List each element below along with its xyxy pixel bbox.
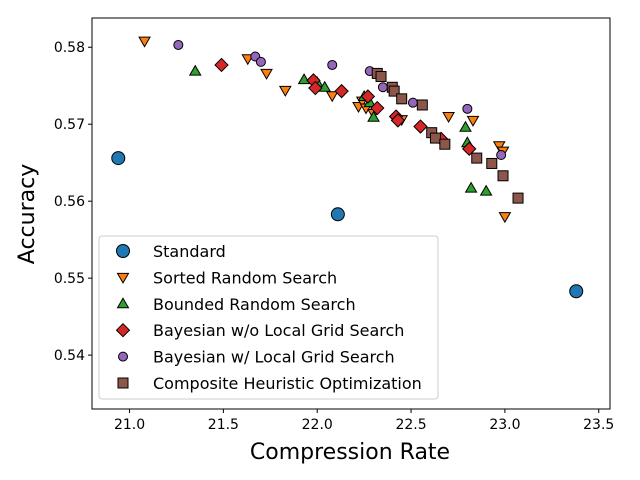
legend-marker-bounded-random-search xyxy=(116,297,130,309)
y-tick-label: 0.54 xyxy=(54,348,85,364)
standard-point xyxy=(569,284,584,299)
bayesian-w-o-local-grid-search-point xyxy=(214,57,229,73)
x-tick-label: 21.5 xyxy=(208,417,239,433)
x-tick-label: 21.0 xyxy=(114,417,145,433)
bounded-random-search-point xyxy=(188,64,202,76)
bayesian-w-local-grid-search-point xyxy=(377,82,388,93)
bayesian-w-local-grid-search-point xyxy=(173,39,184,50)
bayesian-w-local-grid-search-point xyxy=(255,56,266,67)
bayesian-w-o-local-grid-search-point xyxy=(370,100,385,116)
composite-heuristic-optimization-point xyxy=(416,99,428,111)
legend-marker-standard xyxy=(116,244,130,258)
bounded-random-search-point xyxy=(479,184,493,196)
composite-heuristic-optimization-point xyxy=(375,70,387,82)
bayesian-w-local-grid-search-point xyxy=(327,59,338,70)
y-tick-label: 0.56 xyxy=(54,194,85,210)
x-tick-label: 23.5 xyxy=(583,417,614,433)
legend-label-bayesian-w-local-grid-search: Bayesian w/ Local Grid Search xyxy=(153,348,395,367)
bayesian-w-o-local-grid-search-point xyxy=(360,89,376,104)
composite-heuristic-optimization-point xyxy=(439,138,451,150)
composite-heuristic-optimization-point xyxy=(486,157,498,169)
sorted-random-search-point xyxy=(278,85,292,97)
legend-marker-sorted-random-search xyxy=(116,272,130,284)
legend-label-bayesian-w-o-local-grid-search: Bayesian w/o Local Grid Search xyxy=(153,321,404,340)
bounded-random-search-point xyxy=(459,120,472,132)
plot-frame xyxy=(91,17,611,410)
bayesian-w-local-grid-search-point xyxy=(496,150,507,161)
x-tick-label: 22.0 xyxy=(302,417,333,433)
bounded-random-search-point xyxy=(367,110,380,122)
composite-heuristic-optimization-point xyxy=(497,170,509,182)
sorted-random-search-point xyxy=(492,141,506,153)
legend-marker-composite-heuristic-optimization xyxy=(117,377,129,389)
composite-heuristic-optimization-point xyxy=(512,192,524,204)
bayesian-w-o-local-grid-search-point xyxy=(334,83,349,99)
bounded-random-search-point xyxy=(297,73,311,85)
sorted-random-search-point xyxy=(138,36,151,48)
standard-point xyxy=(330,207,345,222)
standard-point xyxy=(111,151,126,166)
y-tick-label: 0.58 xyxy=(54,40,85,56)
bayesian-w-o-local-grid-search-point xyxy=(413,119,428,134)
sorted-random-search-point xyxy=(466,115,480,127)
y-axis-label: Accuracy xyxy=(15,164,40,264)
sorted-random-search-point xyxy=(325,91,339,103)
legend-label-sorted-random-search: Sorted Random Search xyxy=(153,268,337,287)
bounded-random-search-point xyxy=(464,181,478,193)
bayesian-w-o-local-grid-search-point xyxy=(308,80,323,96)
sorted-random-search-point xyxy=(442,112,455,124)
y-tick-label: 0.55 xyxy=(54,271,85,287)
x-tick-label: 22.5 xyxy=(395,417,426,433)
sorted-random-search-point xyxy=(260,68,273,80)
bayesian-w-o-local-grid-search-point xyxy=(462,141,477,157)
bayesian-w-local-grid-search-point xyxy=(407,97,418,108)
bayesian-w-o-local-grid-search-point xyxy=(390,113,406,128)
composite-heuristic-optimization-point xyxy=(388,85,400,97)
sorted-random-search-point xyxy=(498,212,512,224)
legend-box xyxy=(98,235,439,400)
x-axis-label: Compression Rate xyxy=(250,440,450,465)
bounded-random-search-point xyxy=(318,80,332,92)
legend-marker-bayesian-w-local-grid-search xyxy=(118,351,128,362)
legend-label-composite-heuristic-optimization: Composite Heuristic Optimization xyxy=(153,374,422,393)
y-tick-label: 0.57 xyxy=(54,117,85,133)
bayesian-w-local-grid-search-point xyxy=(462,103,473,114)
legend-marker-bayesian-w-o-local-grid-search xyxy=(115,322,131,338)
composite-heuristic-optimization-point xyxy=(396,93,408,105)
legend-label-standard: Standard xyxy=(153,242,226,261)
legend-label-bounded-random-search: Bounded Random Search xyxy=(153,295,356,314)
composite-heuristic-optimization-point xyxy=(471,152,483,164)
x-tick-label: 23.0 xyxy=(489,417,520,433)
composite-heuristic-optimization-point xyxy=(429,132,441,144)
